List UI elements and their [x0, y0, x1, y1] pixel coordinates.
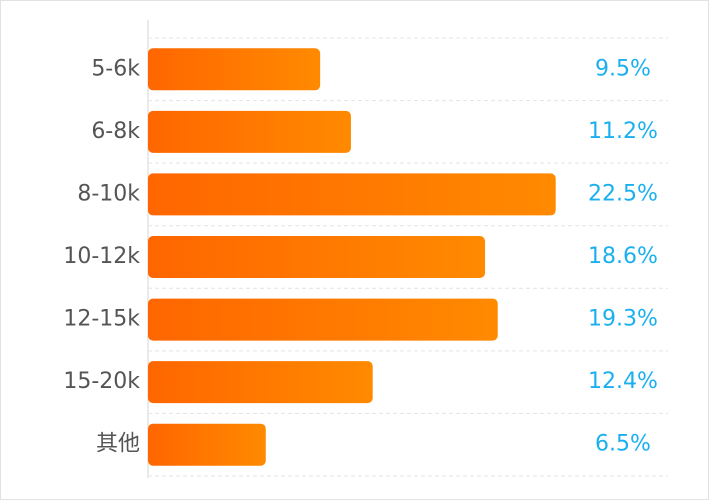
bar — [148, 236, 486, 278]
y-tick-label: 12-15k — [63, 307, 140, 332]
bar — [148, 423, 266, 466]
value-label: 12.4% — [588, 369, 658, 394]
y-tick-label: 其他 — [96, 432, 140, 457]
value-label: 22.5% — [588, 181, 658, 206]
value-label: 9.5% — [595, 56, 651, 81]
bar — [148, 361, 373, 404]
y-tick-label: 10-12k — [63, 244, 140, 269]
value-label: 19.3% — [588, 307, 658, 332]
bar — [148, 173, 556, 216]
bar — [148, 110, 351, 153]
value-label: 11.2% — [588, 119, 658, 144]
y-tick-label: 15-20k — [63, 369, 140, 394]
bar — [148, 48, 321, 91]
value-label: 6.5% — [595, 432, 651, 457]
value-label: 18.6% — [588, 244, 658, 269]
bar — [148, 298, 498, 341]
y-tick-label: 6-8k — [91, 119, 140, 144]
y-tick-label: 5-6k — [91, 56, 140, 81]
y-tick-label: 8-10k — [77, 181, 140, 206]
